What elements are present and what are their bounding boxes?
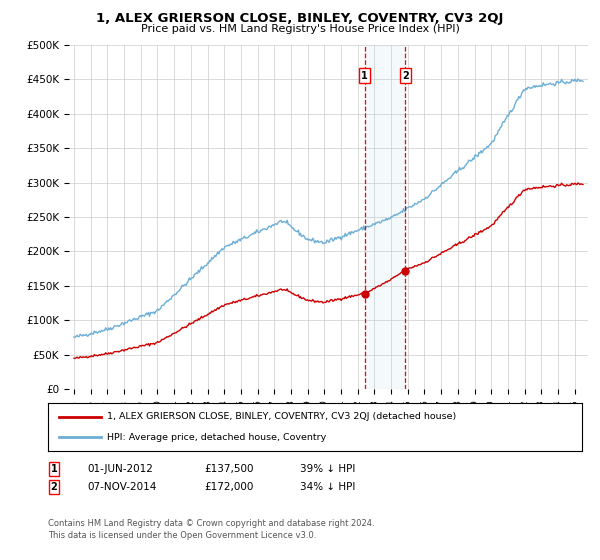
Text: £137,500: £137,500 bbox=[204, 464, 254, 474]
Text: HPI: Average price, detached house, Coventry: HPI: Average price, detached house, Cove… bbox=[107, 433, 326, 442]
Text: 07-NOV-2014: 07-NOV-2014 bbox=[87, 482, 157, 492]
Text: This data is licensed under the Open Government Licence v3.0.: This data is licensed under the Open Gov… bbox=[48, 531, 316, 540]
Text: 1: 1 bbox=[361, 71, 368, 81]
Text: 39% ↓ HPI: 39% ↓ HPI bbox=[300, 464, 355, 474]
Text: 1, ALEX GRIERSON CLOSE, BINLEY, COVENTRY, CV3 2QJ: 1, ALEX GRIERSON CLOSE, BINLEY, COVENTRY… bbox=[97, 12, 503, 25]
Text: Price paid vs. HM Land Registry's House Price Index (HPI): Price paid vs. HM Land Registry's House … bbox=[140, 24, 460, 34]
Text: 1: 1 bbox=[50, 464, 58, 474]
Text: 2: 2 bbox=[402, 71, 409, 81]
Text: 1, ALEX GRIERSON CLOSE, BINLEY, COVENTRY, CV3 2QJ (detached house): 1, ALEX GRIERSON CLOSE, BINLEY, COVENTRY… bbox=[107, 412, 456, 421]
Text: 34% ↓ HPI: 34% ↓ HPI bbox=[300, 482, 355, 492]
Text: £172,000: £172,000 bbox=[204, 482, 253, 492]
Bar bbox=[365, 45, 406, 389]
Text: 2: 2 bbox=[50, 482, 58, 492]
Text: Contains HM Land Registry data © Crown copyright and database right 2024.: Contains HM Land Registry data © Crown c… bbox=[48, 519, 374, 528]
Text: 01-JUN-2012: 01-JUN-2012 bbox=[87, 464, 153, 474]
